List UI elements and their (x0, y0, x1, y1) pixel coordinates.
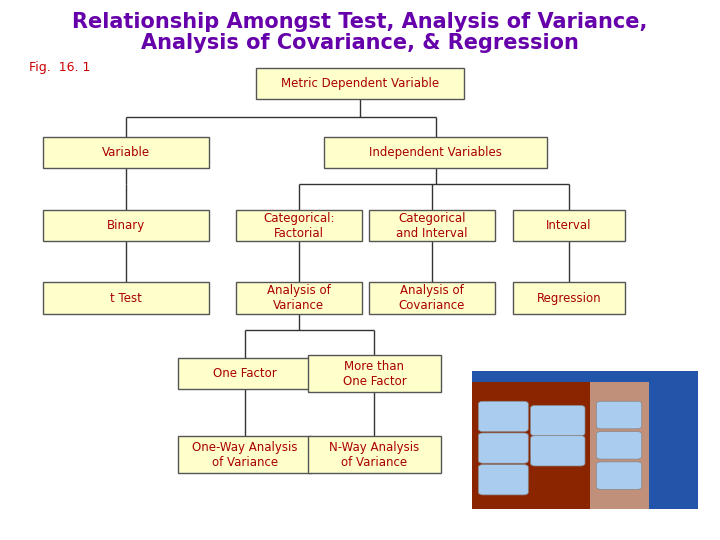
Text: t Test: t Test (110, 292, 142, 305)
FancyBboxPatch shape (43, 282, 209, 314)
FancyBboxPatch shape (324, 137, 547, 168)
FancyBboxPatch shape (478, 433, 528, 463)
FancyBboxPatch shape (590, 382, 649, 509)
FancyBboxPatch shape (369, 210, 495, 241)
Text: One Factor: One Factor (213, 367, 276, 380)
Text: Metric Dependent Variable: Metric Dependent Variable (281, 77, 439, 90)
FancyBboxPatch shape (179, 358, 311, 389)
FancyBboxPatch shape (236, 282, 361, 314)
Text: Independent Variables: Independent Variables (369, 146, 502, 159)
Text: Binary: Binary (107, 219, 145, 232)
Text: Analysis of
Variance: Analysis of Variance (267, 284, 330, 312)
FancyBboxPatch shape (308, 436, 441, 473)
FancyBboxPatch shape (43, 137, 209, 168)
Text: One-Way Analysis
of Variance: One-Way Analysis of Variance (192, 441, 297, 469)
FancyBboxPatch shape (531, 406, 585, 436)
Text: More than
One Factor: More than One Factor (343, 360, 406, 388)
Text: Regression: Regression (536, 292, 601, 305)
Text: Relationship Amongst Test, Analysis of Variance,: Relationship Amongst Test, Analysis of V… (72, 11, 648, 32)
FancyBboxPatch shape (596, 462, 642, 489)
FancyBboxPatch shape (472, 382, 649, 509)
FancyBboxPatch shape (256, 68, 464, 99)
FancyBboxPatch shape (478, 464, 528, 495)
FancyBboxPatch shape (513, 210, 625, 241)
FancyBboxPatch shape (531, 436, 585, 466)
FancyBboxPatch shape (236, 210, 361, 241)
FancyBboxPatch shape (43, 210, 209, 241)
FancyBboxPatch shape (369, 282, 495, 314)
Text: Categorical:
Factorial: Categorical: Factorial (263, 212, 335, 240)
Text: Interval: Interval (546, 219, 592, 232)
Text: Analysis of
Covariance: Analysis of Covariance (399, 284, 465, 312)
FancyBboxPatch shape (179, 436, 311, 473)
Text: Categorical
and Interval: Categorical and Interval (396, 212, 468, 240)
FancyBboxPatch shape (478, 401, 528, 431)
FancyBboxPatch shape (513, 282, 625, 314)
FancyBboxPatch shape (472, 371, 698, 509)
Text: Analysis of Covariance, & Regression: Analysis of Covariance, & Regression (141, 33, 579, 53)
FancyBboxPatch shape (596, 431, 642, 459)
FancyBboxPatch shape (596, 401, 642, 429)
Text: Fig.  16. 1: Fig. 16. 1 (29, 61, 90, 74)
FancyBboxPatch shape (308, 355, 441, 392)
Text: N-Way Analysis
of Variance: N-Way Analysis of Variance (329, 441, 420, 469)
Text: Variable: Variable (102, 146, 150, 159)
